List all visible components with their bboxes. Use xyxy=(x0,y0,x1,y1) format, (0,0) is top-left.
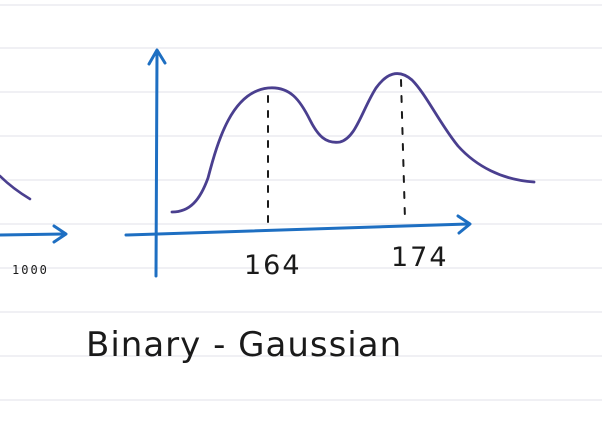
left-x-axis xyxy=(0,232,66,237)
x-axis-arrowhead xyxy=(456,214,472,235)
left-x-axis-arrowhead xyxy=(52,224,68,244)
y-axis-arrowhead xyxy=(147,48,167,66)
left-partial-curve xyxy=(0,174,32,201)
peak-2-label: 174 xyxy=(391,242,449,273)
bimodal-curve xyxy=(170,72,536,214)
peak-1-label: 164 xyxy=(244,250,302,281)
x-axis xyxy=(124,222,470,237)
ruled-lines xyxy=(0,4,602,401)
left-partial-graph: 1000 xyxy=(0,174,68,277)
caption: Binary - Gaussian xyxy=(86,325,402,365)
bimodal-graph: 164 174 xyxy=(124,48,536,281)
y-axis xyxy=(154,50,159,278)
peak-2-dashed-line xyxy=(400,79,406,221)
left-axis-tick-label: 1000 xyxy=(12,263,49,277)
